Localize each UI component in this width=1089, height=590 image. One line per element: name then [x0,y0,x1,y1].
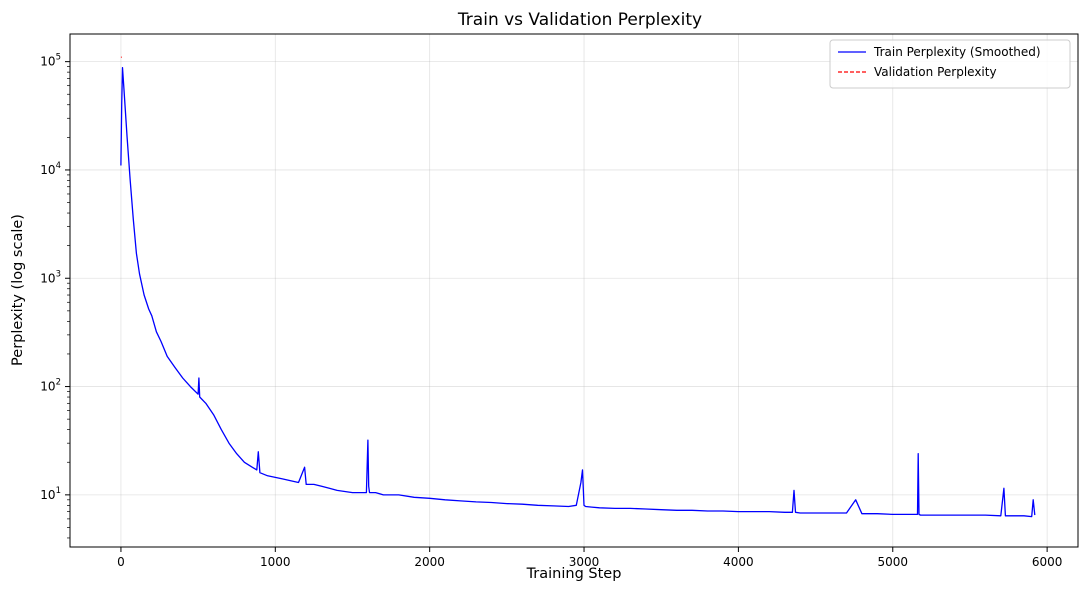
y-tick-label-exponent: 5 [56,53,61,63]
y-tick-label-base: 10 [40,271,55,285]
x-tick-label: 0 [117,555,125,569]
chart-title: Train vs Validation Perplexity [457,10,702,30]
x-tick-label: 4000 [723,555,754,569]
y-tick-label: 103 [40,269,61,285]
x-tick-label: 2000 [414,555,445,569]
legend-box [829,39,1071,89]
y-tick-label-base: 10 [40,380,55,394]
legend-label-1: Validation Perplexity [874,65,997,79]
y-tick-label-base: 10 [40,55,55,69]
y-tick-label-exponent: 3 [56,269,61,279]
x-axis: 0 1000 2000 3000 4000 5000 6000 [117,547,1062,569]
y-tick-label-exponent: 2 [56,378,61,388]
x-tick-label: 3000 [569,555,600,569]
series-layer [120,56,1036,518]
y-axis-title: Perplexity (log scale) [10,214,26,366]
x-tick-label: 6000 [1032,555,1063,569]
y-tick-label-base: 10 [40,163,55,177]
series-line-0 [120,67,1036,518]
y-tick-label: 102 [40,378,61,394]
x-tick-label: 1000 [260,555,291,569]
y-tick-label-base: 10 [40,488,55,502]
plot-frame [69,33,1079,548]
y-tick-label: 101 [40,486,61,502]
y-tick-label: 105 [40,53,61,69]
legend-label-0: Train Perplexity (Smoothed) [873,45,1041,59]
y-tick-label-exponent: 1 [56,486,61,496]
grid [70,34,1078,547]
x-tick-label: 5000 [877,555,908,569]
legend: Train Perplexity (Smoothed) Validation Pe… [829,39,1071,89]
y-tick-label: 104 [40,161,61,177]
y-tick-label-exponent: 4 [56,161,61,171]
x-axis-title: Training Step [526,566,622,582]
